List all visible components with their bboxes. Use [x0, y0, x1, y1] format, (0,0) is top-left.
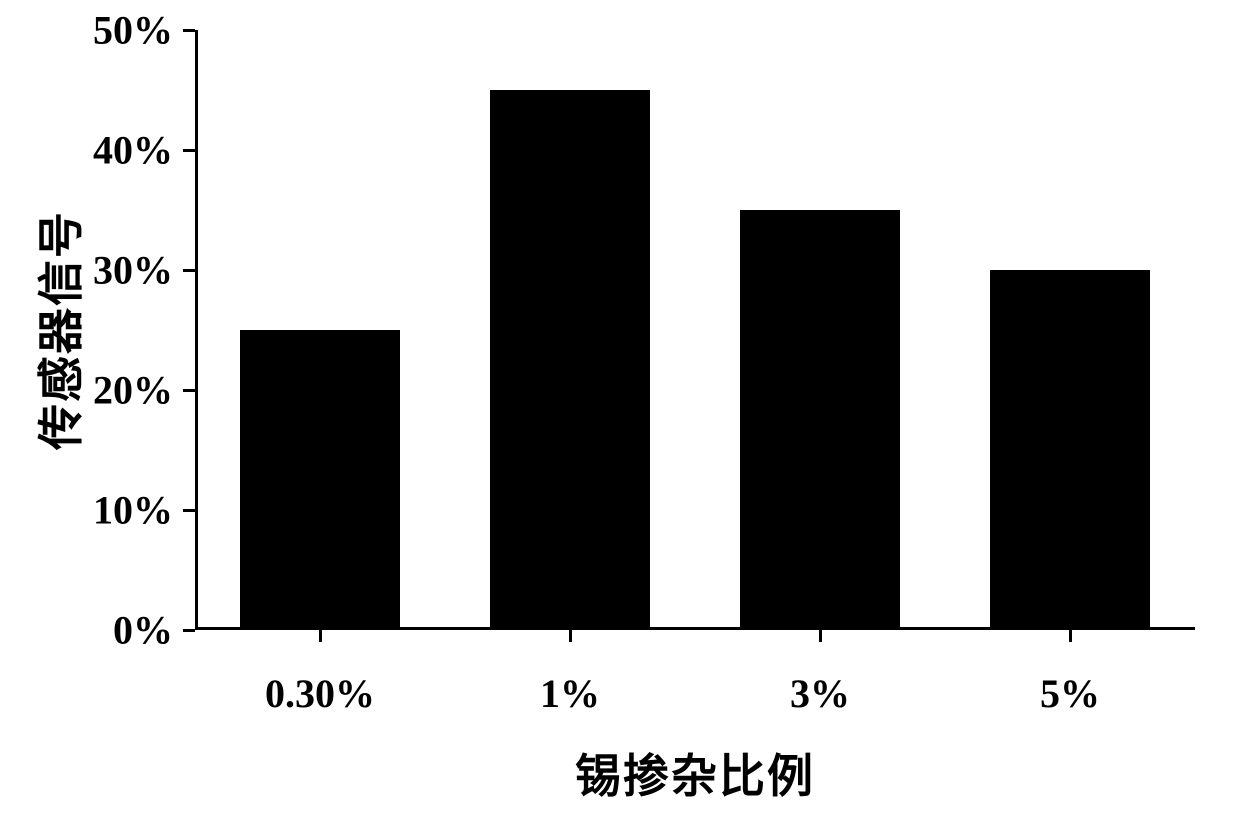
x-tick-mark [319, 630, 322, 642]
x-tick-mark [819, 630, 822, 642]
y-tick-mark [183, 269, 195, 272]
x-tick-mark [569, 630, 572, 642]
x-tick-mark [1069, 630, 1072, 642]
y-tick-label: 10% [93, 487, 173, 534]
y-tick-label: 20% [93, 367, 173, 414]
y-tick-label: 0% [113, 607, 173, 654]
y-tick-mark [183, 509, 195, 512]
y-tick-label: 30% [93, 247, 173, 294]
x-axis-title: 锡掺杂比例 [575, 740, 815, 806]
bar [240, 330, 400, 630]
y-tick-mark [183, 629, 195, 632]
bar-chart: 0% 10% 20% 30% 40% 50% 0.30% 1% 3% 5% 传感器信号锡掺杂比例 [0, 0, 1240, 817]
x-tick-label: 3% [790, 670, 850, 717]
y-axis-title: 传感器信号 [25, 210, 91, 450]
bar [490, 90, 650, 630]
bar [740, 210, 900, 630]
y-tick-label: 50% [93, 7, 173, 54]
y-tick-label: 40% [93, 127, 173, 174]
y-tick-mark [183, 29, 195, 32]
x-tick-label: 5% [1040, 670, 1100, 717]
x-tick-label: 1% [540, 670, 600, 717]
bar [990, 270, 1150, 630]
y-tick-mark [183, 389, 195, 392]
x-tick-label: 0.30% [265, 670, 375, 717]
y-tick-mark [183, 149, 195, 152]
